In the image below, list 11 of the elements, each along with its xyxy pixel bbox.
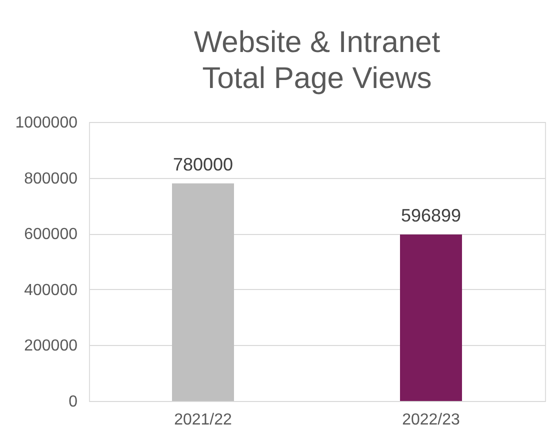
x-tick-label: 2022/23: [402, 412, 460, 428]
data-label: 780000: [172, 154, 234, 174]
y-tick-label: 800000: [24, 170, 78, 188]
y-tick-label: 200000: [24, 338, 78, 355]
y-tick-label: 600000: [24, 226, 78, 244]
y-tick-label: 400000: [24, 282, 78, 299]
chart-title: Website & Intranet Total Page Views: [194, 26, 441, 95]
y-tick-label: 0: [68, 394, 78, 410]
y-tick-label: 1000000: [15, 114, 78, 132]
x-tick-label: 2021/22: [174, 412, 232, 428]
data-label: 596899: [400, 205, 462, 226]
